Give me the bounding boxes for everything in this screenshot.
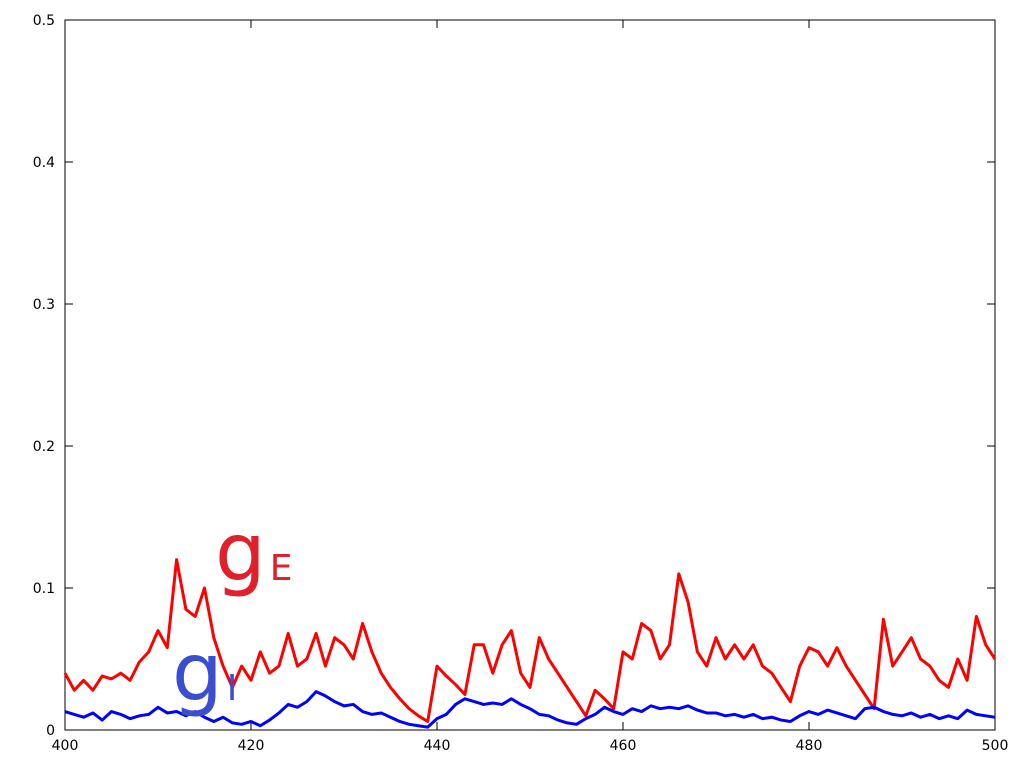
annotation-subscript: I xyxy=(227,668,238,709)
x-tick-label: 440 xyxy=(424,738,451,754)
x-tick-label: 400 xyxy=(52,738,79,754)
x-tick-label: 420 xyxy=(238,738,265,754)
annotation-subscript: E xyxy=(270,548,293,589)
data-line xyxy=(64,690,996,729)
y-tick-label: 0.3 xyxy=(33,297,55,313)
y-tick-label: 0 xyxy=(46,723,55,739)
y-tick-label: 0.5 xyxy=(33,13,55,29)
annotation-text: g xyxy=(215,506,266,599)
x-tick-label: 460 xyxy=(610,738,637,754)
annotation-text: g xyxy=(172,626,223,719)
y-tick-label: 0.2 xyxy=(33,439,55,455)
plot-frame xyxy=(64,19,996,731)
x-tick-label: 480 xyxy=(796,738,823,754)
data-line xyxy=(63,558,997,723)
x-tick-label: 500 xyxy=(982,738,1009,754)
y-tick-label: 0.4 xyxy=(33,155,55,171)
y-tick-label: 0.1 xyxy=(33,581,55,597)
